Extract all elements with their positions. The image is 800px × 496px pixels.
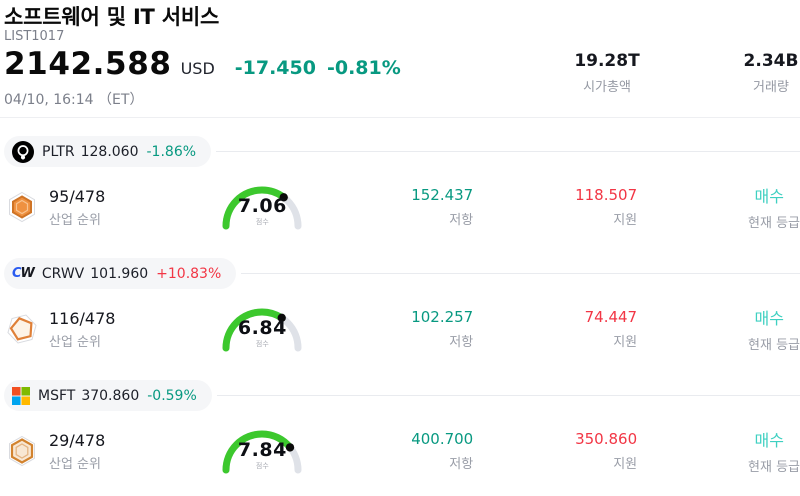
ticker-symbol: MSFT [38,387,76,404]
resistance-value: 152.437 [411,186,474,204]
score-label: 점수 [255,340,269,348]
ticker-pill-row: PLTR 128.060 -1.86% [0,136,800,167]
ticker-change: +10.83% [156,265,222,282]
industry-rank: 29/478 산업 순위 [49,431,143,472]
list-id: LIST1017 [4,29,65,44]
rating-label: 현재 등급 [748,216,800,231]
rating-value: 매수 [754,431,784,450]
ticker-pill-msft[interactable]: MSFT 370.860 -0.59% [4,380,212,411]
ticker-price: 101.960 [90,265,149,282]
support-column: 74.447 지원 [473,308,638,350]
market-cap-label: 시가총액 [583,80,631,95]
support-column: 118.507 지원 [473,186,637,228]
support-label: 지원 [613,213,638,228]
resistance-label: 저항 [449,457,474,472]
row-divider-line [241,273,800,274]
index-price: 2142.588 [4,46,172,82]
score-gauge: 7.84 점수 [219,425,305,477]
index-price-row: 2142.588 USD -17.450 -0.81% [4,46,401,82]
industry-rank-badge-icon [9,191,35,223]
score-gauge: 7.06 점수 [219,181,305,233]
support-value: 74.447 [584,308,638,326]
stock-section-pltr: PLTR 128.060 -1.86% 95/478 산업 순위 7.06 점수… [0,130,800,252]
resistance-label: 저항 [449,213,474,228]
rating-column: 매수 현재 등급 [637,305,800,353]
support-column: 350.860 지원 [473,430,637,472]
rank-label: 산업 순위 [49,456,101,472]
microsoft-logo-icon [12,386,30,405]
resistance-column: 152.437 저항 [305,186,473,228]
ticker-pill-crwv[interactable]: CW CRWV 101.960 +10.83% [4,258,237,289]
rating-label: 현재 등급 [748,460,800,475]
rank-value: 29/478 [49,430,106,450]
ticker-price: 370.860 [81,387,140,404]
ticker-pill-row: MSFT 370.860 -0.59% [0,380,800,411]
row-divider-line [216,395,800,396]
stock-section-crwv: CW CRWV 101.960 +10.83% 116/478 산업 순위 6.… [0,252,800,374]
score-value: 6.84 [237,317,287,339]
rank-value: 116/478 [49,308,116,328]
rating-column: 매수 현재 등급 [637,427,800,475]
rating-value: 매수 [754,187,784,206]
industry-rank: 116/478 산업 순위 [49,309,143,350]
score-value: 7.06 [237,195,287,217]
industry-rank: 95/478 산업 순위 [49,187,143,228]
coreweave-logo-icon: CW [12,265,35,281]
score-gauge: 6.84 점수 [219,303,305,355]
row-divider-line [216,151,800,152]
index-change-pct: -0.81% [326,57,401,79]
stat-market-cap: 19.28T 시가총액 [552,51,662,95]
stock-row-content: 95/478 산업 순위 7.06 점수 152.437 저항 118.507 … [0,180,800,234]
support-value: 118.507 [575,186,638,204]
index-change: -17.450 -0.81% [235,57,401,79]
ticker-price: 128.060 [80,143,139,160]
palantir-logo-icon [12,140,34,163]
market-cap-value: 19.28T [574,51,640,71]
resistance-column: 102.257 저항 [305,308,473,350]
resistance-value: 102.257 [411,308,474,326]
volume-value: 2.34B [743,51,799,71]
support-label: 지원 [613,335,638,350]
support-value: 350.860 [575,430,638,448]
rank-value: 95/478 [49,186,106,206]
ticker-symbol: PLTR [42,143,75,160]
rating-column: 매수 현재 등급 [637,183,800,231]
ticker-pill-row: CW CRWV 101.960 +10.83% [0,258,800,289]
stock-row-content: 116/478 산업 순위 6.84 점수 102.257 저항 74.447 … [0,302,800,356]
rating-value: 매수 [754,309,784,328]
stock-section-msft: MSFT 370.860 -0.59% 29/478 산업 순위 7.84 점수… [0,374,800,496]
gauge-arc [222,186,302,230]
score-label: 점수 [255,462,269,470]
ticker-symbol: CRWV [41,265,85,282]
ticker-pill-pltr[interactable]: PLTR 128.060 -1.86% [4,136,212,167]
rating-label: 현재 등급 [748,338,800,353]
resistance-value: 400.700 [411,430,474,448]
ticker-change: -0.59% [147,387,197,404]
industry-rank-badge-icon [9,435,35,467]
stock-row-content: 29/478 산업 순위 7.84 점수 400.700 저항 350.860 … [0,424,800,478]
rank-label: 산업 순위 [49,212,101,228]
index-change-abs: -17.450 [234,57,316,79]
rank-label: 산업 순위 [49,334,101,350]
page-title: 소프트웨어 및 IT 서비스 [4,5,220,29]
resistance-label: 저항 [449,335,474,350]
resistance-column: 400.700 저항 [305,430,473,472]
volume-label: 거래량 [753,80,789,95]
ticker-change: -1.86% [146,143,197,160]
score-value: 7.84 [237,439,287,461]
header-divider [0,117,800,118]
gauge-arc [222,430,302,474]
support-label: 지원 [613,457,638,472]
currency-label: USD [180,59,215,78]
quote-datetime: 04/10, 16:14 （ET） [4,92,144,108]
score-label: 점수 [255,218,269,226]
stat-volume: 2.34B 거래량 [716,51,800,95]
gauge-arc [222,308,302,352]
industry-rank-badge-icon [7,314,37,344]
